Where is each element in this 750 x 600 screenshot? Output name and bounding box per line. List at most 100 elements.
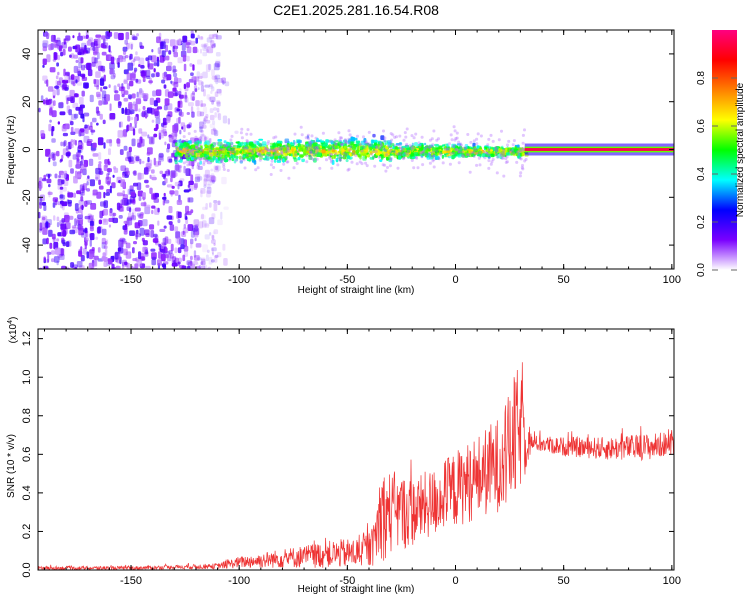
- spectrogram-signal-cell: [280, 153, 284, 157]
- spectrogram-noise-cell: [100, 76, 105, 82]
- spectrogram-halo-cell: [487, 137, 491, 141]
- spectrogram-halo-cell: [197, 137, 201, 141]
- spectrogram-halo-cell: [229, 138, 233, 142]
- spectrogram-signal-cell: [446, 146, 450, 152]
- spectrogram-noise-cell: [45, 221, 49, 229]
- spectrogram-noise-cell: [59, 189, 63, 195]
- spectrogram-noise-cell: [142, 196, 145, 201]
- spectrogram-halo-cell: [410, 147, 414, 151]
- spectrogram-noise-cell: [101, 97, 107, 105]
- spectrogram-noise-cell: [129, 230, 135, 236]
- spectrogram-noise-cell: [121, 93, 125, 98]
- spectrogram-noise-cell: [205, 203, 208, 210]
- spectrogram-noise-cell: [153, 233, 158, 238]
- spectrogram-noise-cell: [57, 121, 60, 125]
- spectrogram-halo-cell: [250, 149, 254, 153]
- spectrogram-noise-cell: [86, 251, 90, 259]
- spectrogram-halo-cell: [403, 151, 407, 155]
- spectrogram-y-tick-label: 40: [21, 48, 33, 60]
- spectrogram-halo-cell: [282, 162, 286, 166]
- spectrogram-halo-cell: [505, 155, 509, 159]
- spectrogram-noise-cell: [215, 59, 221, 68]
- spectrogram-halo-cell: [518, 148, 522, 152]
- spectrogram-noise-cell: [183, 83, 186, 90]
- spectrogram-halo-cell: [196, 147, 200, 151]
- spectrogram-halo-cell: [244, 146, 248, 150]
- spectrogram-noise-cell: [122, 55, 126, 60]
- spectrogram-halo-cell: [201, 156, 204, 160]
- spectrogram-noise-cell: [69, 121, 74, 126]
- spectrogram-signal-cell: [473, 148, 478, 153]
- spectrogram-noise-cell: [179, 264, 185, 269]
- spectrogram-noise-cell: [79, 104, 85, 109]
- spectrogram-signal-cell: [394, 146, 398, 151]
- spectrogram-signal-cell: [294, 150, 298, 156]
- spectrogram-halo-cell: [334, 142, 338, 146]
- spectrogram-halo-cell: [486, 143, 490, 147]
- spectrogram-signal-cell: [477, 151, 483, 154]
- spectrogram-signal-cell: [456, 143, 462, 146]
- spectrogram-noise-cell: [222, 243, 226, 251]
- spectrogram-noise-cell: [63, 38, 66, 45]
- spectrogram-noise-cell: [70, 126, 74, 133]
- spectrogram-signal-cell: [184, 153, 188, 158]
- snr-line: [38, 362, 674, 570]
- spectrogram-noise-cell: [53, 241, 59, 250]
- spectrogram-halo-cell: [286, 147, 290, 151]
- spectrogram-noise-cell: [59, 82, 64, 88]
- spectrogram-signal-cell: [195, 157, 198, 160]
- spectrogram-noise-cell: [131, 93, 136, 99]
- spectrogram-halo-cell: [278, 146, 282, 150]
- spectrogram-noise-cell: [173, 81, 179, 88]
- spectrogram-halo-cell: [402, 156, 406, 160]
- spectrogram-signal-cell: [329, 155, 332, 158]
- spectrogram-signal-cell: [279, 156, 282, 161]
- spectrogram-halo-cell: [307, 137, 310, 141]
- spectrogram-noise-cell: [47, 173, 50, 179]
- spectrogram-halo-cell: [472, 139, 476, 143]
- spectrogram-signal-cell: [420, 146, 424, 151]
- spectrogram-noise-cell: [38, 181, 43, 189]
- spectrogram-noise-cell: [205, 49, 209, 53]
- spectrogram-noise-cell: [83, 112, 90, 117]
- spectrogram-noise-cell: [42, 178, 47, 182]
- spectrogram-noise-cell: [68, 46, 72, 52]
- spectrogram-halo-cell: [455, 131, 459, 135]
- spectrogram-halo-cell: [267, 140, 270, 144]
- spectrogram-noise-cell: [164, 236, 169, 244]
- spectrogram-noise-cell: [97, 37, 101, 45]
- spectrogram-noise-cell: [214, 166, 218, 171]
- spectrogram-signal-cell: [441, 154, 444, 159]
- spectrogram-halo-cell: [459, 146, 463, 150]
- spectrogram-noise-cell: [118, 32, 124, 41]
- spectrogram-halo-cell: [305, 160, 309, 164]
- spectrogram-signal-cell: [486, 148, 489, 153]
- spectrogram-noise-cell: [77, 218, 84, 222]
- spectrogram-noise-cell: [96, 122, 99, 126]
- spectrogram-noise-cell: [57, 71, 60, 76]
- spectrogram-noise-cell: [110, 56, 115, 65]
- snr-y-tick-label: 1.2: [21, 331, 33, 346]
- spectrogram-noise-cell: [113, 73, 116, 78]
- spectrogram-halo-cell: [327, 148, 331, 152]
- spectrogram-noise-cell: [132, 199, 136, 205]
- spectrogram-halo-cell: [502, 148, 506, 152]
- spectrogram-noise-cell: [139, 41, 142, 48]
- spectrogram-signal-cell: [355, 149, 360, 154]
- spectrogram-signal-cell: [467, 146, 471, 150]
- spectrogram-noise-cell: [213, 130, 219, 137]
- spectrogram-halo-cell: [410, 159, 414, 162]
- spectrogram-noise-cell: [185, 205, 190, 214]
- spectrogram-noise-cell: [190, 242, 193, 249]
- spectrogram-noise-cell: [84, 83, 89, 89]
- spectrogram-halo-cell: [475, 137, 479, 141]
- spectrogram-signal-cell: [235, 141, 240, 144]
- spectrogram-noise-cell: [211, 213, 216, 219]
- spectrogram-noise-cell: [208, 256, 213, 265]
- spectrogram-noise-cell: [101, 242, 106, 249]
- spectrogram-noise-cell: [133, 230, 138, 235]
- spectrogram-noise-cell: [134, 103, 138, 112]
- spectrogram-halo-cell: [185, 139, 189, 143]
- spectrogram-noise-cell: [75, 79, 78, 84]
- spectrogram-halo-cell: [449, 133, 453, 137]
